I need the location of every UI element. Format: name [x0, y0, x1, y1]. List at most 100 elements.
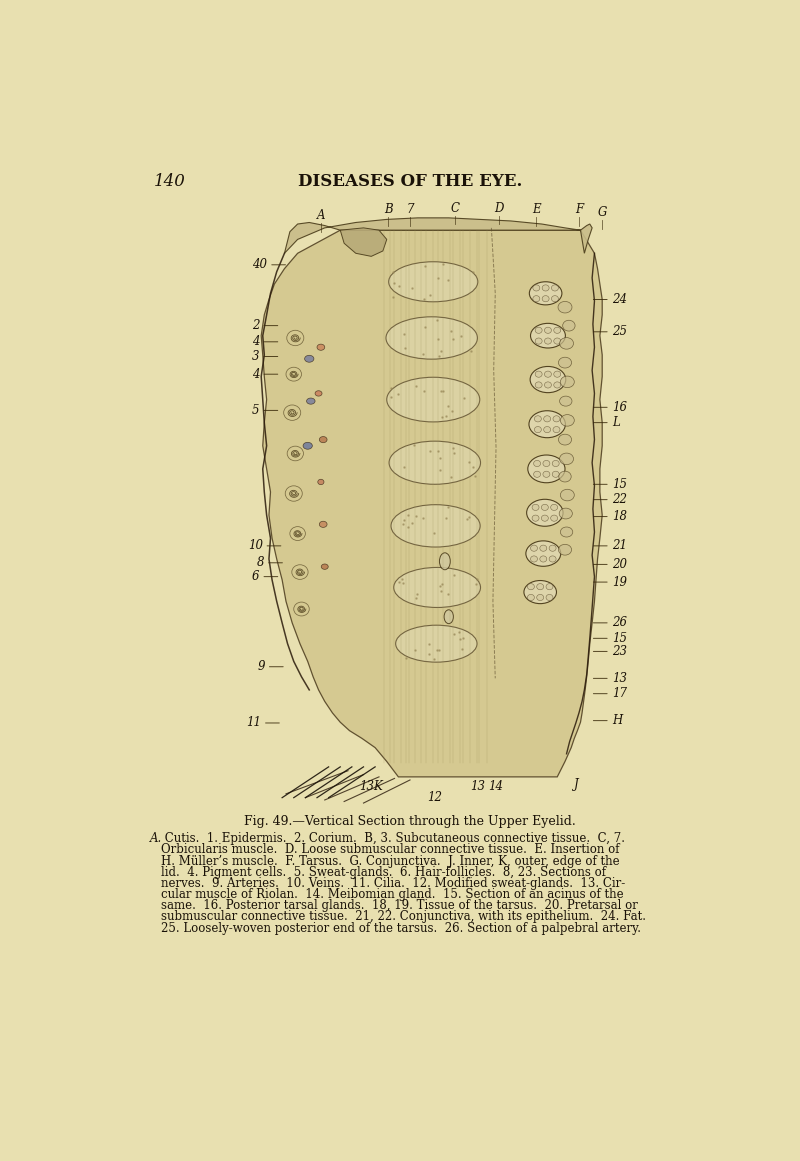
- Text: J: J: [574, 778, 579, 791]
- Ellipse shape: [537, 594, 544, 600]
- Ellipse shape: [551, 296, 558, 302]
- Ellipse shape: [543, 461, 550, 467]
- Ellipse shape: [553, 426, 560, 433]
- Ellipse shape: [527, 584, 534, 590]
- Text: Fig. 49.—Vertical Section through the Upper Eyelid.: Fig. 49.—Vertical Section through the Up…: [244, 815, 576, 829]
- Ellipse shape: [530, 546, 538, 551]
- Polygon shape: [340, 228, 386, 257]
- Ellipse shape: [560, 376, 574, 388]
- Text: 12: 12: [427, 791, 442, 805]
- Ellipse shape: [540, 546, 546, 551]
- Ellipse shape: [554, 372, 561, 377]
- Ellipse shape: [545, 327, 551, 333]
- Text: 11: 11: [246, 716, 262, 729]
- Ellipse shape: [528, 455, 565, 483]
- Ellipse shape: [303, 442, 312, 449]
- Polygon shape: [262, 230, 602, 777]
- Ellipse shape: [527, 594, 534, 600]
- Text: 24: 24: [612, 293, 627, 307]
- Text: A: A: [317, 209, 325, 223]
- Ellipse shape: [542, 515, 548, 521]
- Ellipse shape: [554, 338, 561, 344]
- Ellipse shape: [542, 284, 549, 291]
- Ellipse shape: [540, 556, 546, 562]
- Ellipse shape: [391, 505, 480, 547]
- Text: 5: 5: [252, 404, 260, 417]
- Ellipse shape: [560, 527, 573, 538]
- Text: cular muscle of Riolan.  14. Meibomian gland.  15. Section of an acinus of the: cular muscle of Riolan. 14. Meibomian gl…: [162, 888, 624, 901]
- Ellipse shape: [533, 296, 540, 302]
- Ellipse shape: [554, 382, 561, 388]
- Ellipse shape: [529, 411, 566, 438]
- Text: 22: 22: [612, 493, 627, 506]
- Text: lid.  4. Pigment cells.  5. Sweat-glands.  6. Hair-follicles.  8, 23. Sections o: lid. 4. Pigment cells. 5. Sweat-glands. …: [162, 866, 606, 879]
- Ellipse shape: [545, 382, 551, 388]
- Text: 6: 6: [252, 570, 260, 583]
- Ellipse shape: [315, 391, 322, 396]
- Ellipse shape: [532, 515, 539, 521]
- Ellipse shape: [533, 284, 540, 291]
- Text: H. Müller’s muscle.  F. Tarsus.  G. Conjunctiva.  J. Inner, K, outer, edge of th: H. Müller’s muscle. F. Tarsus. G. Conjun…: [162, 854, 620, 867]
- Ellipse shape: [550, 504, 558, 511]
- Text: 26: 26: [612, 616, 627, 629]
- Text: 15: 15: [612, 478, 627, 491]
- Ellipse shape: [552, 461, 559, 467]
- Ellipse shape: [530, 367, 566, 392]
- Text: C: C: [450, 202, 459, 215]
- Text: G: G: [598, 207, 607, 219]
- Text: nerves.  9. Arteries.  10. Veins.  11. Cilia.  12. Modified sweat-glands.  13. C: nerves. 9. Arteries. 10. Veins. 11. Cili…: [162, 877, 626, 890]
- Ellipse shape: [386, 377, 480, 421]
- Ellipse shape: [532, 504, 539, 511]
- Text: 23: 23: [612, 644, 627, 658]
- Ellipse shape: [530, 556, 538, 562]
- Ellipse shape: [534, 461, 541, 467]
- Text: 25: 25: [612, 325, 627, 338]
- Ellipse shape: [535, 382, 542, 388]
- Ellipse shape: [386, 317, 478, 359]
- Text: 14: 14: [488, 780, 502, 793]
- Ellipse shape: [558, 358, 571, 368]
- Ellipse shape: [545, 338, 551, 344]
- Ellipse shape: [394, 568, 481, 607]
- Text: 20: 20: [612, 557, 627, 571]
- Ellipse shape: [534, 416, 542, 421]
- Ellipse shape: [535, 372, 542, 377]
- Text: Cutis.  1. Epidermis.  2. Corium.  B, 3. Subcutaneous connective tissue.  C, 7.: Cutis. 1. Epidermis. 2. Corium. B, 3. Su…: [162, 832, 626, 845]
- Text: 25. Loosely-woven posterior end of the tarsus.  26. Section of a palpebral arter: 25. Loosely-woven posterior end of the t…: [162, 922, 642, 935]
- Ellipse shape: [535, 338, 542, 344]
- Ellipse shape: [306, 398, 315, 404]
- Ellipse shape: [322, 564, 328, 569]
- Text: H: H: [612, 714, 622, 727]
- Ellipse shape: [549, 546, 556, 551]
- Text: 13: 13: [470, 780, 485, 793]
- Text: E: E: [532, 203, 541, 216]
- Text: 16: 16: [612, 401, 627, 413]
- Text: 3: 3: [252, 349, 260, 363]
- Text: 7: 7: [406, 203, 414, 216]
- Text: 9: 9: [258, 661, 265, 673]
- Text: B: B: [384, 203, 393, 216]
- Ellipse shape: [558, 434, 571, 445]
- Ellipse shape: [319, 521, 327, 527]
- Ellipse shape: [562, 320, 575, 331]
- Text: 15: 15: [612, 632, 627, 644]
- Ellipse shape: [535, 327, 542, 333]
- Ellipse shape: [550, 515, 558, 521]
- Ellipse shape: [526, 499, 563, 526]
- Ellipse shape: [559, 509, 572, 519]
- Ellipse shape: [559, 396, 572, 406]
- Ellipse shape: [544, 426, 550, 433]
- Ellipse shape: [551, 284, 558, 291]
- Ellipse shape: [319, 437, 327, 442]
- Ellipse shape: [396, 625, 477, 662]
- Ellipse shape: [530, 282, 562, 305]
- Text: 17: 17: [612, 687, 627, 700]
- Ellipse shape: [552, 471, 559, 477]
- Ellipse shape: [545, 372, 551, 377]
- Ellipse shape: [317, 344, 325, 351]
- Text: D: D: [494, 202, 504, 215]
- Ellipse shape: [559, 453, 574, 464]
- Ellipse shape: [544, 416, 550, 421]
- Text: 4: 4: [252, 336, 260, 348]
- Text: DISEASES OF THE EYE.: DISEASES OF THE EYE.: [298, 173, 522, 190]
